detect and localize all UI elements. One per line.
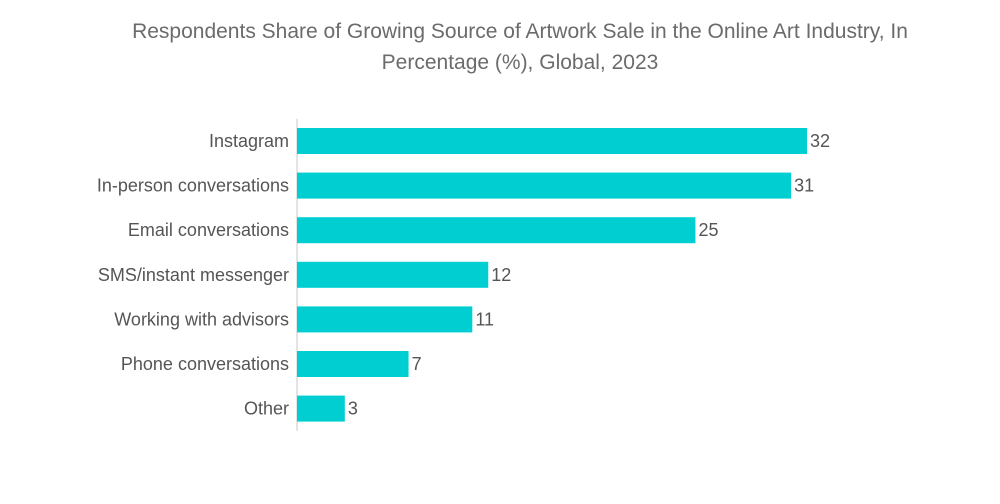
category-label: Working with advisors (114, 309, 289, 329)
bar (297, 217, 696, 244)
category-label: Other (244, 399, 289, 419)
bar (297, 395, 345, 422)
category-label: Email conversations (128, 220, 289, 240)
bar (297, 261, 489, 288)
data-label: 11 (475, 309, 494, 329)
data-label: 32 (810, 131, 830, 151)
chart-title-line-2: Percentage (%), Global, 2023 (381, 51, 659, 74)
data-label: 31 (794, 176, 814, 196)
data-label: 25 (698, 220, 718, 240)
chart-title-line-1: Respondents Share of Growing Source of A… (132, 20, 908, 43)
plot-area: Instagram 32 In-person conversations 31 Emai… (97, 118, 830, 431)
category-label: In-person conversations (97, 176, 289, 196)
data-label: 7 (412, 354, 422, 374)
category-label: Instagram (209, 131, 289, 151)
bar (297, 351, 409, 377)
category-label: SMS/instant messenger (98, 265, 289, 285)
bar (297, 306, 473, 333)
category-label: Phone conversations (121, 354, 289, 374)
data-label: 12 (491, 265, 511, 285)
bar (297, 128, 807, 154)
chart-title: Respondents Share of Growing Source of A… (40, 16, 1000, 78)
bar (297, 172, 792, 199)
data-label: 3 (348, 399, 358, 419)
